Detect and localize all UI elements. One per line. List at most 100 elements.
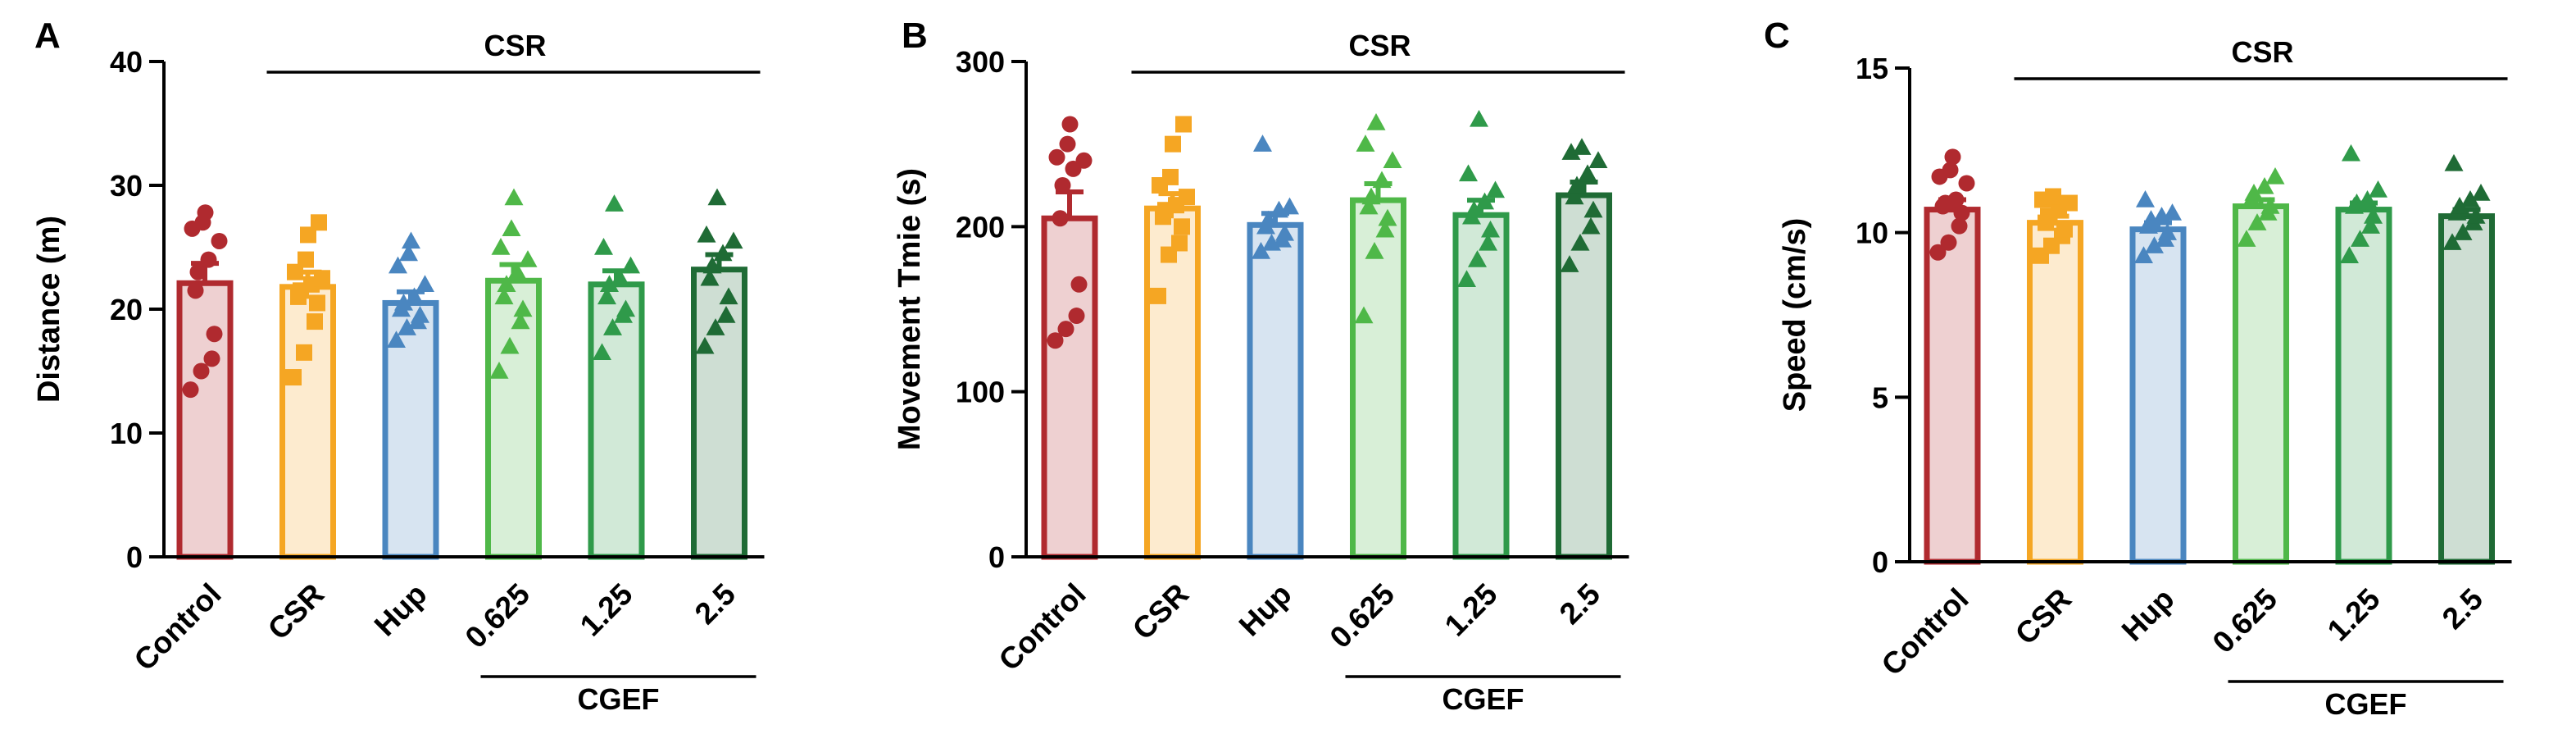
data-point (724, 231, 743, 249)
data-point (1572, 138, 1592, 155)
data-point (513, 299, 533, 317)
data-point (1567, 175, 1587, 194)
x-tick-label: Control (1875, 582, 1975, 682)
data-point (713, 244, 733, 262)
data-point (1561, 143, 1581, 160)
y-tick-label: 200 (956, 210, 1005, 244)
bar (176, 280, 234, 560)
data-point (1075, 152, 1093, 169)
y-tick-label: 5 (1872, 381, 1888, 414)
bar (2129, 226, 2187, 565)
data-point (1150, 287, 1166, 304)
data-point (206, 326, 223, 343)
data-point (500, 336, 520, 354)
data-point (1378, 208, 1397, 226)
data-point (2136, 190, 2155, 207)
data-point (1171, 235, 1188, 252)
data-point (2045, 188, 2061, 205)
data-point (211, 232, 228, 249)
data-point (311, 214, 327, 231)
data-point (394, 293, 413, 311)
data-point (616, 299, 635, 317)
data-point (621, 256, 640, 274)
data-point (1252, 242, 1270, 259)
data-point (402, 231, 420, 249)
bar (1924, 207, 1981, 565)
data-point (518, 250, 538, 267)
data-point (314, 270, 330, 287)
data-point (1047, 332, 1064, 349)
data-point (2471, 184, 2491, 201)
data-point (1052, 210, 1069, 227)
data-point (707, 188, 727, 206)
x-tick-label: Hup (1233, 577, 1298, 643)
data-point (307, 313, 323, 330)
panel-A: A 0 10 20 30 40 Distance (m) Control CSR Hup 0.625… (32, 16, 765, 716)
data-point (697, 225, 716, 243)
bar (2027, 220, 2083, 565)
data-point (203, 350, 220, 367)
data-point (1565, 187, 1584, 205)
x-tick-label: 1.25 (1438, 577, 1504, 643)
y-tick-label: 10 (1856, 217, 1888, 250)
data-point (1583, 200, 1603, 218)
data-point (1475, 192, 1494, 210)
bar (279, 284, 336, 560)
bar (2233, 203, 2289, 565)
data-point (1253, 134, 1272, 152)
y-axis-label: Movement Tmie (s) (893, 168, 927, 450)
data-point (1570, 233, 1590, 251)
x-tick-label: 2.5 (688, 577, 742, 631)
data-point (1560, 255, 1579, 272)
data-point (2260, 197, 2280, 214)
x-tick-label: 2.5 (2436, 582, 2489, 636)
data-point (1359, 197, 1379, 215)
data-point (2134, 246, 2153, 263)
data-point (2265, 166, 2285, 185)
bar (2438, 213, 2495, 565)
data-point (1059, 135, 1076, 153)
data-point (187, 282, 204, 299)
panel-C: C 0 5 10 15 Speed (cm/s) Control CSR Hup 0.625 1.2… (1764, 16, 2512, 721)
data-point (1165, 135, 1181, 153)
y-tick-label: 40 (110, 45, 143, 79)
data-point (2163, 203, 2182, 221)
x-tick-label: Control (128, 577, 228, 677)
x-tick-label: 0.625 (459, 577, 536, 654)
data-point (1179, 189, 1195, 206)
data-point (2158, 223, 2177, 240)
bottom-bracket-label: CGEF (2324, 687, 2406, 721)
data-point (1054, 177, 1071, 194)
data-point (1459, 164, 1478, 182)
data-point (497, 275, 516, 292)
bottom-bracket-label: CGEF (1442, 682, 1524, 716)
data-point (2453, 223, 2473, 240)
data-point (597, 287, 616, 305)
data-point (405, 287, 424, 305)
data-point (300, 226, 316, 244)
x-tick-label: 1.25 (574, 577, 639, 643)
data-point (1375, 220, 1395, 238)
bottom-bracket-label: CGEF (577, 682, 659, 716)
data-point (1465, 200, 1483, 218)
data-point (700, 268, 720, 286)
data-point (2361, 217, 2380, 234)
data-point (1361, 187, 1381, 205)
y-tick-label: 100 (956, 376, 1005, 409)
y-axis-label: Distance (m) (32, 216, 66, 403)
data-point (1929, 244, 1947, 261)
data-point (2237, 230, 2256, 247)
panel-label: B (902, 16, 928, 56)
data-point (2244, 184, 2264, 201)
data-point (491, 238, 511, 255)
x-tick-label: 0.625 (1324, 577, 1401, 654)
top-bracket-label: CSR (484, 29, 546, 62)
data-point (2342, 144, 2360, 162)
data-point (1174, 218, 1190, 235)
data-point (1958, 175, 1975, 192)
data-point (1486, 180, 1505, 198)
data-point (296, 344, 312, 361)
data-point (603, 318, 622, 335)
data-point (1457, 270, 1476, 287)
data-point (702, 256, 722, 274)
